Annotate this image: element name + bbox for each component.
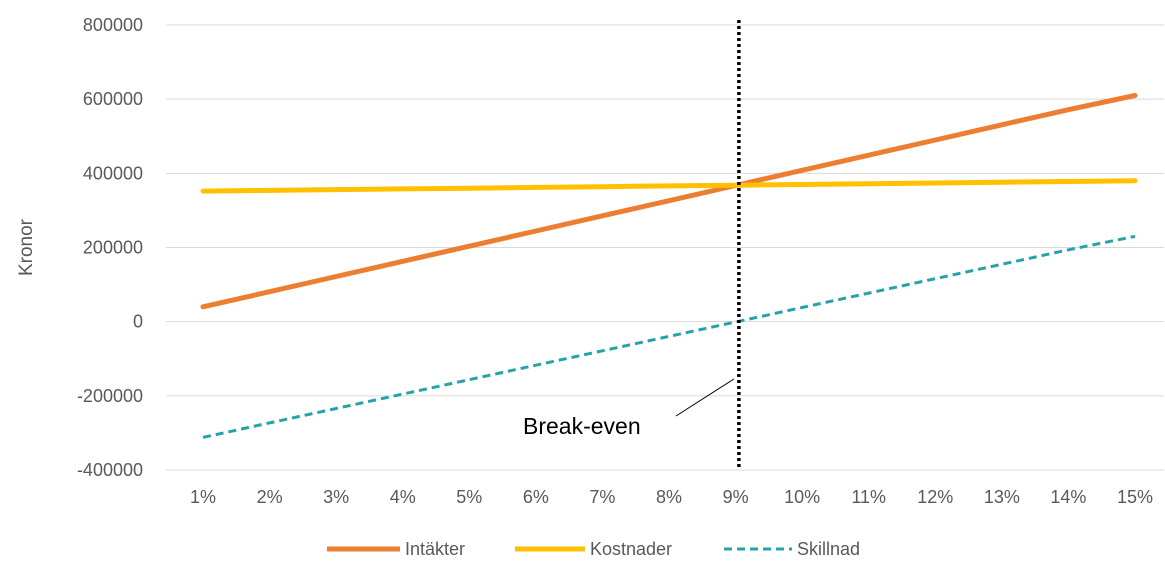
y-tick-label: 800000: [83, 15, 143, 35]
legend: Intäkter Kostnader Skillnad: [327, 539, 860, 559]
y-tick-label: 400000: [83, 163, 143, 183]
break-even-label: Break-even: [523, 413, 641, 439]
x-tick-label: 5%: [456, 487, 482, 507]
x-tick-label: 7%: [589, 487, 615, 507]
series-lines: [200, 93, 1138, 439]
annotation-leader-line: [675, 378, 735, 417]
x-tick-label: 10%: [784, 487, 820, 507]
x-tick-label: 8%: [656, 487, 682, 507]
y-tick-label: -400000: [77, 460, 143, 480]
legend-item-skillnad: Skillnad: [724, 539, 860, 559]
legend-label: Kostnader: [590, 539, 672, 559]
gridlines: [166, 24, 1164, 471]
x-tick-label: 9%: [723, 487, 749, 507]
series-line-intäkter: [200, 93, 1138, 310]
x-tick-label: 11%: [851, 487, 886, 507]
x-tick-label: 12%: [917, 487, 953, 507]
y-axis-label: Kronor: [16, 218, 37, 276]
annotations: Break-even: [523, 20, 741, 470]
legend-item-kostnader: Kostnader: [515, 539, 672, 559]
y-tick-label: -200000: [77, 386, 143, 406]
y-axis-ticks: -400000 -200000 0 200000 400000 600000 800000: [77, 15, 143, 480]
x-axis-ticks: 1% 2% 3% 4% 5% 6% 7% 8% 9% 10% 11% 12% 13% 14% 15%: [190, 487, 1153, 507]
x-tick-label: 1%: [190, 487, 216, 507]
x-tick-label: 2%: [257, 487, 283, 507]
series-line-kostnader: [200, 178, 1138, 194]
x-tick-label: 14%: [1050, 487, 1086, 507]
legend-item-intäkter: Intäkter: [327, 539, 465, 559]
y-tick-label: 600000: [83, 89, 143, 109]
x-tick-label: 6%: [523, 487, 549, 507]
x-tick-label: 4%: [390, 487, 416, 507]
x-tick-label: 13%: [984, 487, 1020, 507]
series-line-skillnad: [202, 234, 1136, 439]
y-tick-label: 0: [133, 312, 143, 332]
legend-label: Skillnad: [797, 539, 860, 559]
x-tick-label: 3%: [323, 487, 349, 507]
y-tick-label: 200000: [83, 238, 143, 258]
x-tick-label: 15%: [1117, 487, 1153, 507]
legend-label: Intäkter: [405, 539, 465, 559]
